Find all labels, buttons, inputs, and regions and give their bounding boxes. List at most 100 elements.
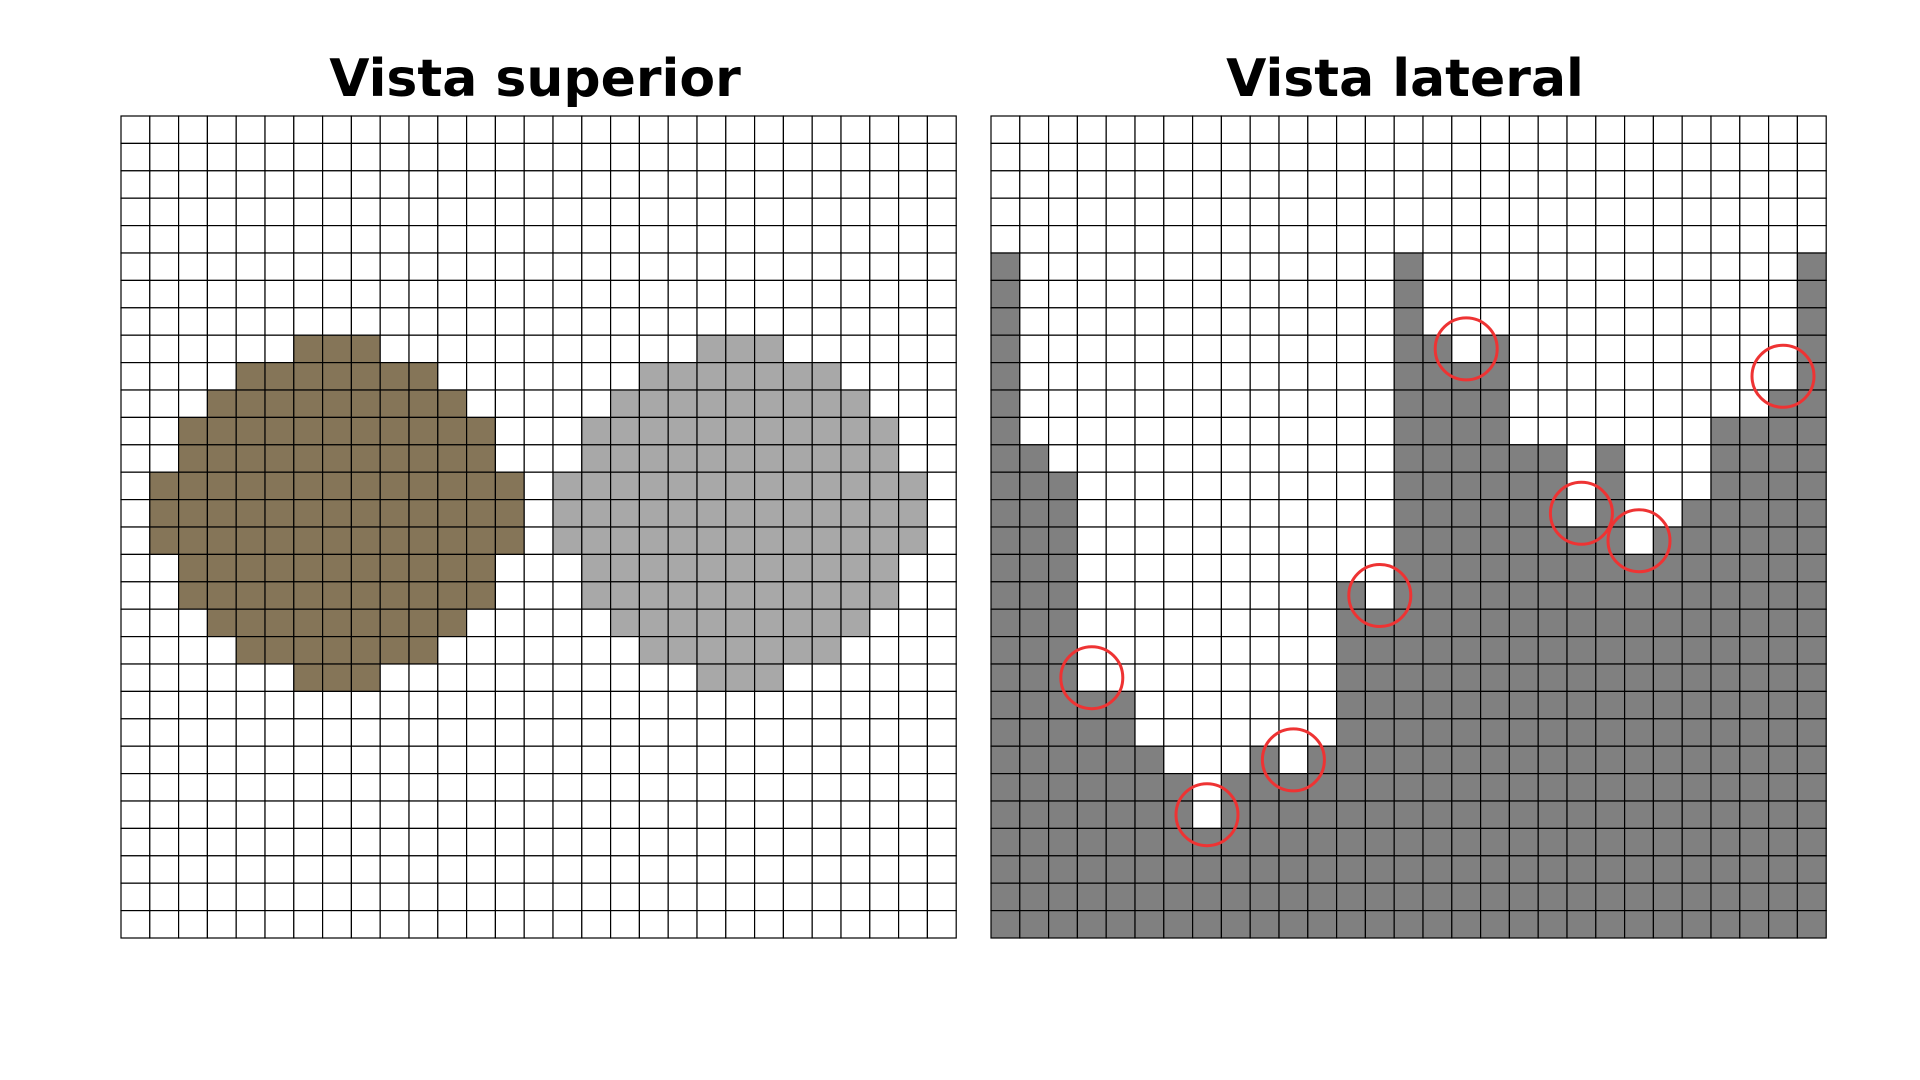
top-view-cell xyxy=(178,800,209,829)
top-view-cell xyxy=(667,855,698,884)
gray-object-cell xyxy=(840,553,871,583)
side-view-cell xyxy=(1335,197,1366,227)
terrain-cell xyxy=(1681,882,1712,912)
side-view-cell xyxy=(1249,170,1280,199)
terrain-cell xyxy=(1652,553,1683,583)
side-view-cell xyxy=(1307,225,1338,254)
gray-object-cell xyxy=(753,526,784,555)
side-view-cell xyxy=(1076,553,1107,583)
side-view-cell xyxy=(1451,279,1482,309)
top-view-cell xyxy=(523,581,554,610)
side-view-cell xyxy=(1364,142,1395,172)
top-view-cell xyxy=(696,197,727,227)
terrain-cell xyxy=(1479,718,1510,747)
terrain-cell xyxy=(1710,581,1741,610)
terrain-cell xyxy=(1105,909,1136,939)
top-view-cell xyxy=(322,855,353,884)
brown-object-cell xyxy=(379,608,410,638)
terrain-cell xyxy=(990,499,1021,528)
top-view-cell xyxy=(725,718,756,747)
top-view-cell xyxy=(696,745,727,775)
top-view-cell xyxy=(840,745,871,775)
terrain-cell xyxy=(1796,718,1827,747)
side-view-cell xyxy=(1278,690,1309,720)
terrain-cell xyxy=(1595,855,1626,884)
side-view-cell xyxy=(1537,389,1568,418)
top-view-cell xyxy=(437,252,468,281)
gray-object-cell xyxy=(667,444,698,473)
side-view-cell xyxy=(1076,197,1107,227)
side-view-cell xyxy=(1105,170,1136,199)
gray-object-cell xyxy=(638,553,669,583)
gray-object-cell xyxy=(609,608,640,638)
terrain-cell xyxy=(1739,718,1770,747)
top-view-cell xyxy=(206,827,237,857)
top-view-cell xyxy=(206,909,237,939)
side-view-cell xyxy=(1479,307,1510,336)
terrain-cell xyxy=(1508,690,1539,720)
side-view-cell xyxy=(1163,444,1194,473)
side-view-cell xyxy=(1105,553,1136,583)
top-view-cell xyxy=(667,334,698,364)
top-view-cell xyxy=(696,855,727,884)
brown-object-cell xyxy=(350,389,381,418)
gray-object-cell xyxy=(609,499,640,528)
terrain-cell xyxy=(1710,800,1741,829)
gray-object-cell xyxy=(782,581,813,610)
top-view-cell xyxy=(581,225,612,254)
top-view-cell xyxy=(840,115,871,144)
top-view-cell xyxy=(149,225,180,254)
top-view-cell xyxy=(149,690,180,720)
side-view-cell xyxy=(1307,444,1338,473)
gray-object-cell xyxy=(725,471,756,501)
side-view-cell xyxy=(1019,142,1050,172)
terrain-cell xyxy=(1105,800,1136,829)
terrain-cell xyxy=(1364,855,1395,884)
terrain-cell xyxy=(1595,553,1626,583)
terrain-cell xyxy=(1393,635,1424,665)
side-view-cell xyxy=(1047,115,1078,144)
side-view-cell xyxy=(1422,279,1453,309)
terrain-cell xyxy=(1739,416,1770,446)
side-view-cell xyxy=(1249,635,1280,665)
top-view-cell xyxy=(120,307,151,336)
top-view-cell xyxy=(869,389,900,418)
side-view-cell xyxy=(1134,690,1165,720)
brown-object-cell xyxy=(293,526,324,555)
top-view-cell xyxy=(667,772,698,802)
terrain-cell xyxy=(1623,581,1654,610)
terrain-cell xyxy=(1739,909,1770,939)
terrain-cell xyxy=(1422,526,1453,555)
terrain-cell xyxy=(1479,362,1510,391)
brown-object-cell xyxy=(293,389,324,418)
terrain-cell xyxy=(1767,471,1798,501)
terrain-cell xyxy=(1623,745,1654,775)
terrain-cell xyxy=(1105,718,1136,747)
top-view-cell xyxy=(869,772,900,802)
top-view-cell xyxy=(840,800,871,829)
top-view-cell xyxy=(149,909,180,939)
top-view-cell xyxy=(206,279,237,309)
gray-object-cell xyxy=(811,553,842,583)
gray-object-cell xyxy=(667,416,698,446)
top-view-cell xyxy=(120,142,151,172)
top-view-cell xyxy=(149,444,180,473)
terrain-cell xyxy=(1047,581,1078,610)
top-view-cell xyxy=(523,526,554,555)
top-view-cell xyxy=(293,855,324,884)
side-view-cell xyxy=(1105,115,1136,144)
side-view-cell xyxy=(1681,389,1712,418)
top-view-cell xyxy=(235,800,266,829)
terrain-cell xyxy=(1047,745,1078,775)
terrain-cell xyxy=(1364,800,1395,829)
side-view-cell xyxy=(1191,170,1222,199)
top-view-cell xyxy=(581,635,612,665)
gray-object-cell xyxy=(840,499,871,528)
top-view-cell xyxy=(840,635,871,665)
top-view-cell xyxy=(581,389,612,418)
side-view-cell xyxy=(1393,225,1424,254)
terrain-cell xyxy=(1393,444,1424,473)
top-view-cell xyxy=(581,909,612,939)
terrain-cell xyxy=(1335,690,1366,720)
terrain-cell xyxy=(1537,608,1568,638)
